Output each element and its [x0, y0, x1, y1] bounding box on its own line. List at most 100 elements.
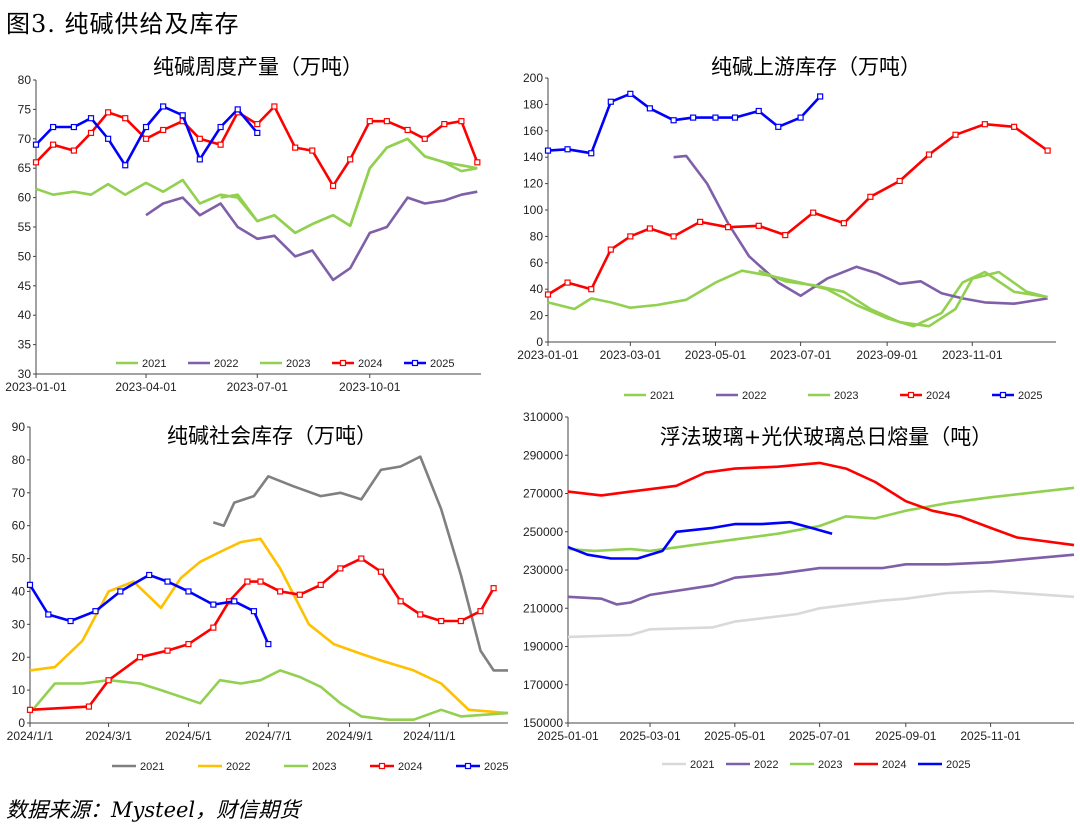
series-line-2023 [758, 269, 1048, 328]
x-tick-label: 2023-01-01 [517, 348, 579, 362]
legend-item-2023: 2023 [260, 358, 310, 370]
chart-title: 纯碱上游库存（万吨） [711, 55, 921, 79]
x-tick-label: 2023-10-01 [339, 380, 401, 394]
y-tick-label: 20 [12, 650, 26, 664]
series-point-2024 [490, 585, 497, 592]
chart-title: 纯碱周度产量（万吨） [153, 55, 363, 79]
legend-label: 2021 [142, 358, 166, 370]
y-tick-label: 80 [12, 453, 26, 467]
series-point-2024 [32, 159, 40, 166]
series-point-2024 [185, 640, 192, 648]
series-point-2024 [925, 151, 933, 158]
y-tick-label: 20 [530, 309, 544, 323]
series-point-2024 [404, 126, 411, 134]
legend-marker [907, 391, 915, 399]
legend-item-2024: 2024 [854, 759, 906, 771]
series-point-2024 [441, 120, 448, 128]
series-point-2025 [32, 141, 40, 148]
series-point-2025 [797, 114, 804, 121]
y-tick-label: 60 [530, 256, 544, 270]
series-point-2024 [607, 246, 614, 253]
series-line-2023 [29, 669, 509, 722]
series-point-2024 [810, 209, 817, 216]
series-point-2024 [544, 291, 552, 298]
y-tick-label: 210000 [523, 601, 563, 615]
series-line-2024 [29, 557, 495, 712]
series-point-2024 [646, 225, 653, 232]
series-line-2022 [145, 190, 478, 282]
legend-item-2024: 2024 [900, 390, 950, 402]
series-point-2024 [136, 654, 144, 661]
legend-item-2025: 2025 [456, 761, 508, 773]
series-point-2024 [782, 231, 789, 239]
series-point-2024 [26, 706, 34, 713]
legend-label: 2023 [818, 759, 842, 771]
y-tick-label: 40 [12, 584, 26, 598]
y-tick-label: 170000 [523, 678, 563, 692]
series-point-2024 [840, 220, 847, 227]
series-line-2025 [28, 573, 270, 645]
legend-label: 2022 [742, 390, 766, 402]
y-tick-label: 100 [523, 203, 543, 217]
series-point-2024 [670, 233, 677, 240]
x-tick-label: 2023-11-01 [942, 348, 1003, 362]
series-point-2025 [712, 114, 719, 121]
legend-label: 2021 [690, 759, 714, 771]
series-point-2024 [217, 141, 224, 148]
series-point-2025 [185, 588, 192, 595]
legend-label: 2021 [650, 390, 674, 402]
series-point-2024 [337, 565, 344, 572]
legend-label: 2021 [140, 761, 164, 773]
y-tick-label: 140 [523, 150, 543, 164]
x-tick-label: 2025-11-01 [960, 729, 1021, 743]
legend-label: 2022 [226, 761, 250, 773]
legend-label: 2025 [946, 759, 970, 771]
series-point-2024 [210, 624, 217, 631]
x-tick-label: 2024/5/1 [165, 729, 212, 743]
y-tick-label: 65 [18, 161, 32, 175]
series-point-2025 [775, 123, 782, 130]
legend-label: 2023 [312, 761, 336, 773]
series-point-2024 [457, 617, 464, 625]
series-point-2024 [417, 611, 424, 618]
series-point-2024 [329, 182, 337, 189]
series-point-2025 [164, 578, 171, 585]
series-point-2024 [347, 156, 354, 163]
x-tick-label: 2023-05-01 [685, 348, 747, 362]
series-line-2021 [567, 589, 1075, 639]
y-tick-label: 50 [12, 552, 26, 566]
series-point-2025 [179, 112, 186, 119]
series-point-2024 [105, 109, 112, 116]
legend-label: 2024 [358, 358, 382, 370]
legend-item-2021: 2021 [624, 390, 674, 402]
x-tick-label: 2023-01-01 [5, 380, 67, 394]
series-line-2021 [547, 269, 1048, 328]
x-tick-label: 2024/9/1 [326, 729, 373, 743]
series-point-2025 [755, 107, 762, 115]
legend-label: 2023 [834, 390, 858, 402]
y-tick-label: 160 [523, 124, 543, 138]
series-point-2025 [731, 114, 739, 121]
x-tick-label: 2024/11/1 [403, 729, 456, 743]
legend-label: 2024 [882, 759, 906, 771]
legend-label: 2025 [430, 358, 454, 370]
series-line-2024 [547, 122, 1049, 296]
series-line-2025 [547, 92, 822, 155]
x-tick-label: 2023-09-01 [856, 348, 918, 362]
y-tick-label: 250000 [523, 525, 563, 539]
y-tick-label: 40 [18, 308, 32, 322]
x-tick-label: 2025-07-01 [789, 729, 851, 743]
series-point-2025 [50, 123, 57, 131]
series-point-2025 [646, 105, 653, 112]
series-point-2025 [210, 601, 217, 608]
series-point-2024 [564, 279, 571, 286]
y-tick-label: 290000 [523, 448, 563, 462]
series-point-2024 [254, 120, 261, 128]
series-point-2024 [85, 703, 93, 710]
y-tick-label: 270000 [523, 487, 563, 501]
legend-item-2022: 2022 [188, 358, 238, 370]
legend-marker [378, 762, 386, 770]
series-point-2024 [724, 224, 732, 231]
series-point-2024 [257, 578, 264, 585]
y-tick-label: 60 [18, 191, 32, 205]
